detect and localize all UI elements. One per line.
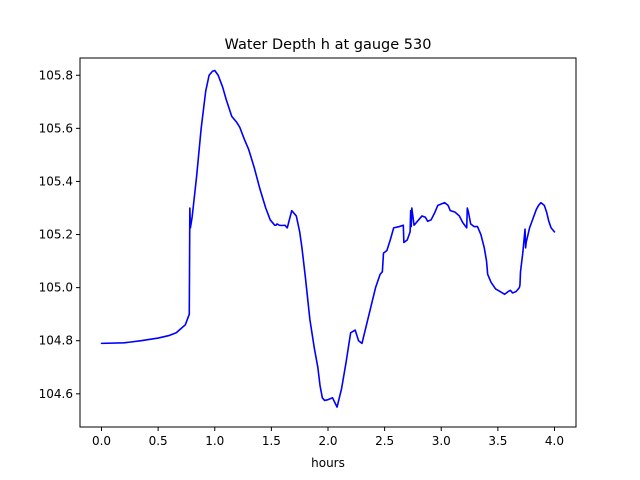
- series-layer: [100, 69, 556, 408]
- chart-title: Water Depth h at gauge 530: [225, 37, 432, 53]
- x-tick-label: 3.0: [432, 434, 451, 448]
- y-tick-label: 104.8: [39, 334, 73, 348]
- y-tick-label: 105.6: [39, 121, 73, 135]
- plot-frame: [79, 57, 577, 428]
- x-tick-label: 0.5: [149, 434, 168, 448]
- x-tick-label: 4.0: [545, 434, 564, 448]
- x-tick-label: 1.5: [262, 434, 281, 448]
- series-line-water-depth: [100, 69, 556, 408]
- y-tick-label: 105.4: [39, 174, 73, 188]
- x-tick-label: 0.0: [92, 434, 111, 448]
- y-tick-label: 105.8: [39, 68, 73, 82]
- x-tick-label: 2.5: [375, 434, 394, 448]
- x-tick-label: 3.5: [488, 434, 507, 448]
- y-tick-label: 105.0: [39, 281, 73, 295]
- x-tick-label: 2.0: [318, 434, 337, 448]
- y-tick-label: 105.2: [39, 228, 73, 242]
- x-axis-label: hours: [311, 456, 345, 470]
- x-tick-label: 1.0: [205, 434, 224, 448]
- ticks-layer: 0.0 0.5 1.0 1.5 2.0 2.5 3.0 3.5 4.0 104.6 104.8 105…: [39, 68, 564, 448]
- y-tick-label: 104.6: [39, 387, 73, 401]
